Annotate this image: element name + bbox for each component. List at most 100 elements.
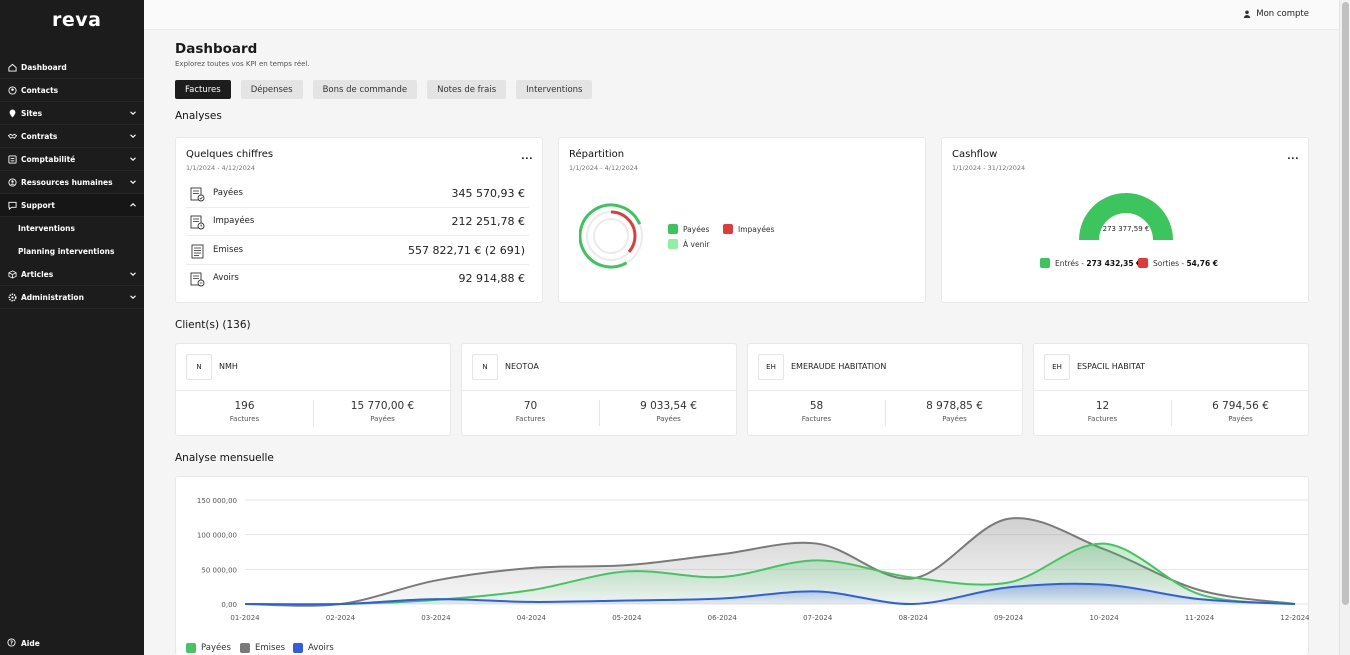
- stat-value: 58: [809, 400, 824, 412]
- cashflow-center-value: 273 377,59 €: [1102, 225, 1150, 233]
- x-tick-label: 05-2024: [612, 614, 642, 622]
- sidebar-item-contacts[interactable]: Contacts: [0, 79, 144, 102]
- sidebar-item-articles[interactable]: Articles: [0, 263, 144, 286]
- chevron-down-icon: [130, 134, 136, 138]
- client-paid-amount: 6 794,56 € Payées: [1172, 400, 1309, 423]
- stat-label: Factures: [515, 415, 546, 423]
- sidebar-item-label: Articles: [21, 269, 54, 279]
- figures-card: Quelques chiffres 1/1/2024 - 4/12/2024 .…: [175, 137, 543, 303]
- tab-bons-de-commande[interactable]: Bons de commande: [312, 80, 418, 99]
- figures-menu-button[interactable]: ...: [521, 152, 533, 162]
- tab-depenses[interactable]: Dépenses: [240, 80, 303, 99]
- svg-text:?: ?: [10, 641, 13, 647]
- divider: [1034, 390, 1308, 391]
- legend-label: Avoirs: [308, 643, 334, 653]
- series-area-avoirs: [245, 583, 1295, 605]
- account-menu[interactable]: Mon compte: [1243, 9, 1309, 19]
- sidebar-item-label: Ressources humaines: [21, 177, 113, 187]
- sidebar-subitem-planning-interventions[interactable]: Planning interventions: [18, 247, 115, 256]
- stat-value: 196: [234, 400, 255, 412]
- client-paid-amount: 8 978,85 € Payées: [886, 400, 1023, 423]
- kpi-value: 345 570,93 €: [451, 187, 525, 200]
- series-line-avoirs: [244, 582, 1296, 606]
- calculator-icon: [7, 154, 17, 164]
- sidebar-item-contrats[interactable]: Contrats: [0, 125, 144, 148]
- invoice-check-icon: [190, 187, 205, 202]
- client-avatar: N: [186, 354, 212, 380]
- kpi-value: 92 914,88 €: [458, 272, 525, 285]
- tab-interventions[interactable]: Interventions: [516, 80, 593, 99]
- help-link[interactable]: ? Aide: [7, 638, 40, 648]
- stat-label: Factures: [801, 415, 832, 423]
- divider: [885, 400, 886, 426]
- tab-factures[interactable]: Factures: [175, 80, 231, 99]
- client-avatar: EH: [1044, 354, 1070, 380]
- legend-emises[interactable]: Emises: [240, 643, 285, 653]
- client-card[interactable]: EH EMERAUDE HABITATION 58 Factures 8 978,…: [747, 343, 1023, 436]
- page-scrollbar[interactable]: [1339, 0, 1350, 655]
- x-tick-label: 08-2024: [899, 614, 929, 622]
- contacts-icon: [7, 85, 17, 95]
- monthly-area-chart: 0,00 50 000,00 100 000,00 150 000,00 01-2024…: [197, 497, 1309, 622]
- x-tick-label: 11-2024: [1185, 614, 1215, 622]
- sidebar-item-label: Dashboard: [21, 62, 67, 72]
- cashflow-card: Cashflow 1/1/2024 - 31/12/2024 ... 273 3…: [941, 137, 1309, 303]
- page-subtitle: Explorez toutes vos KPI en temps réel.: [175, 60, 310, 68]
- sidebar-item-ressources-humaines[interactable]: Ressources humaines: [0, 171, 144, 194]
- kpi-label: Impayées: [213, 216, 255, 226]
- chevron-down-icon: [130, 295, 136, 299]
- divider: [599, 400, 600, 426]
- scroll-thumb[interactable]: [1342, 2, 1349, 605]
- donut-slice-impayees: [585, 210, 637, 262]
- legend-label: Entrés -: [1055, 258, 1084, 268]
- app-logo[interactable]: reva: [52, 9, 102, 31]
- legend-payees: Payées: [668, 224, 709, 234]
- client-card[interactable]: N NMH 196 Factures 15 770,00 € Payées: [175, 343, 451, 436]
- invoice-clock-icon: [190, 215, 205, 230]
- divider: [176, 390, 450, 391]
- figures-title: Quelques chiffres: [186, 149, 274, 160]
- legend-sorties: Sorties - 54,76 €: [1138, 258, 1218, 268]
- sidebar-item-label: Support: [21, 200, 55, 210]
- repartition-title: Répartition: [569, 149, 625, 160]
- x-tick-label: 04-2024: [517, 614, 547, 622]
- legend-label: Payées: [683, 224, 710, 234]
- kpi-row-emises: Emises 557 822,71 € (2 691): [186, 237, 529, 265]
- client-card[interactable]: EH ESPACIL HABITAT 12 Factures 6 794,56 €…: [1033, 343, 1309, 436]
- cashflow-date: 1/1/2024 - 31/12/2024: [952, 164, 1026, 172]
- kpi-label: Avoirs: [213, 273, 239, 283]
- gear-icon: [7, 292, 17, 302]
- sidebar-item-dashboard[interactable]: Dashboard: [0, 56, 144, 79]
- chat-icon: [7, 200, 17, 210]
- sidebar-item-comptabilite[interactable]: Comptabilité: [0, 148, 144, 171]
- x-tick-label: 12-2024: [1280, 614, 1309, 622]
- sidebar-item-administration[interactable]: Administration: [0, 286, 144, 309]
- monthly-title: Analyse mensuelle: [175, 452, 274, 464]
- home-icon: [7, 62, 17, 72]
- cashflow-gauge: [1079, 193, 1173, 240]
- repartition-donut-chart: [579, 203, 643, 269]
- analyses-title: Analyses: [175, 110, 222, 122]
- legend-swatch: [1138, 258, 1148, 268]
- clients-title: Client(s) (136): [175, 319, 251, 331]
- y-tick-label: 150 000,00: [197, 497, 237, 505]
- client-paid-amount: 15 770,00 € Payées: [314, 400, 451, 423]
- account-label: Mon compte: [1256, 9, 1309, 19]
- legend-swatch: [723, 224, 733, 234]
- divider: [462, 390, 736, 391]
- legend-payees[interactable]: Payées: [186, 643, 231, 653]
- stat-label: Factures: [1087, 415, 1118, 423]
- repartition-date: 1/1/2024 - 4/12/2024: [569, 164, 638, 172]
- sidebar-item-sites[interactable]: Sites: [0, 102, 144, 125]
- legend-avoirs[interactable]: Avoirs: [293, 643, 334, 653]
- cashflow-menu-button[interactable]: ...: [1287, 152, 1299, 162]
- legend-label: Sorties -: [1153, 258, 1185, 268]
- stat-value: 8 978,85 €: [926, 400, 983, 412]
- sidebar-subitem-interventions[interactable]: Interventions: [18, 224, 75, 233]
- repartition-card: Répartition 1/1/2024 - 4/12/2024 Payées …: [558, 137, 926, 303]
- tab-notes-de-frais[interactable]: Notes de frais: [427, 80, 507, 99]
- help-icon: ?: [7, 638, 17, 648]
- client-card[interactable]: N NEOTOA 70 Factures 9 033,54 € Payées: [461, 343, 737, 436]
- sidebar-item-support[interactable]: Support: [0, 194, 144, 217]
- legend-impayees: Impayées: [723, 224, 774, 234]
